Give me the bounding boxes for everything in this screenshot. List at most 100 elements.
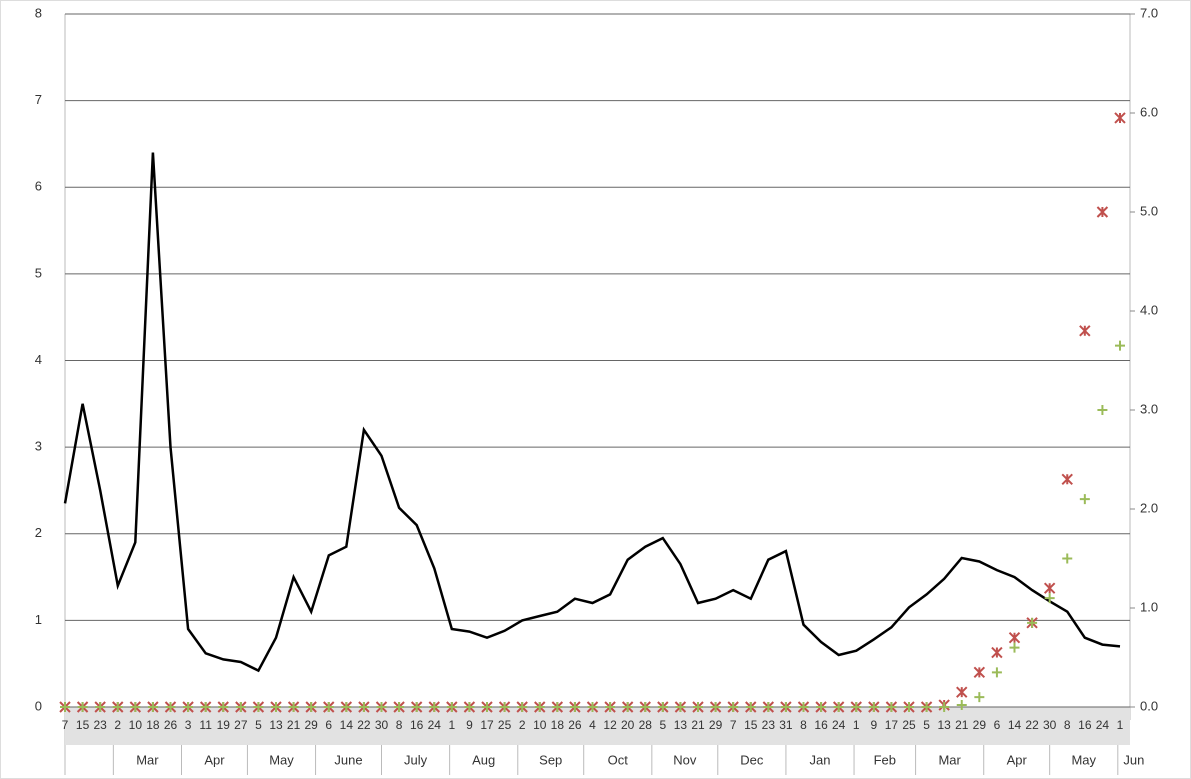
x-tick-label: 5 (659, 718, 666, 732)
month-label: Sep (539, 752, 562, 767)
plus-marker (1027, 617, 1038, 628)
month-label: June (334, 752, 362, 767)
x-tick-label: 18 (146, 718, 160, 732)
plus-marker (394, 702, 405, 712)
y-tick-label: 4 (35, 352, 42, 367)
y-tick-label: 1 (35, 612, 42, 627)
month-label: Mar (938, 752, 961, 767)
x-tick-label: 7 (62, 718, 69, 732)
y-tick-label: 5 (35, 265, 42, 280)
plus-marker (218, 702, 229, 712)
month-label: Oct (608, 752, 629, 767)
x-tick-label: 11 (199, 718, 212, 732)
plus-marker (921, 702, 932, 712)
plus-marker (605, 702, 616, 712)
day-band (65, 707, 1130, 745)
x-tick-label: 26 (164, 718, 178, 732)
y-tick-label: 3 (35, 439, 42, 454)
month-label: Apr (1007, 752, 1028, 767)
plus-marker (956, 700, 967, 711)
y2-tick-label: 5.0 (1140, 203, 1158, 218)
x-tick-label: 19 (217, 718, 231, 732)
asterisk-marker (1114, 112, 1126, 124)
plus-marker (939, 702, 950, 712)
plus-marker (517, 702, 528, 712)
plus-marker (675, 702, 686, 712)
x-tick-label: 15 (76, 718, 90, 732)
plus-marker (358, 702, 369, 712)
plus-marker (1009, 642, 1020, 653)
x-tick-label: 23 (93, 718, 107, 732)
x-tick-label: 21 (287, 718, 301, 732)
x-tick-label: 6 (325, 718, 332, 732)
plus-marker (1097, 405, 1108, 415)
x-tick-label: 6 (994, 718, 1001, 732)
x-tick-label: 22 (357, 718, 371, 732)
month-label: Jan (810, 752, 831, 767)
plus-marker (446, 702, 457, 712)
x-tick-label: 29 (973, 718, 987, 732)
x-tick-label: 13 (937, 718, 951, 732)
plus-marker (763, 702, 774, 712)
plus-marker (1062, 553, 1073, 564)
plus-marker (798, 702, 809, 712)
y-tick-label: 6 (35, 179, 42, 194)
plus-marker (253, 702, 264, 712)
x-tick-label: 31 (779, 718, 793, 732)
plus-marker (622, 702, 633, 712)
x-tick-label: 30 (375, 718, 389, 732)
x-tick-label: 25 (902, 718, 916, 732)
plus-marker (693, 702, 703, 712)
plus-marker (1044, 593, 1055, 604)
plus-marker (341, 702, 352, 712)
x-tick-label: 14 (1008, 718, 1022, 732)
plus-marker (1079, 494, 1090, 505)
x-tick-label: 5 (923, 718, 930, 732)
x-tick-label: 21 (955, 718, 969, 732)
x-tick-label: 2 (114, 718, 121, 732)
asterisk-marker (991, 646, 1003, 659)
month-label: Feb (874, 752, 896, 767)
plus-marker (974, 692, 985, 703)
y2-tick-label: 2.0 (1140, 500, 1158, 515)
plus-marker (464, 702, 475, 712)
x-tick-label: 22 (1025, 718, 1039, 732)
x-tick-label: 1 (853, 718, 860, 732)
plus-marker (147, 702, 158, 712)
x-tick-label: 28 (639, 718, 653, 732)
plus-marker (587, 702, 598, 712)
x-tick-label: 29 (709, 718, 723, 732)
plus-marker (95, 702, 106, 712)
x-tick-label: 9 (466, 718, 473, 732)
plus-marker (130, 702, 141, 712)
plus-marker (271, 702, 281, 712)
plus-marker (429, 702, 440, 712)
month-label: Dec (740, 752, 764, 767)
month-label: Mar (136, 752, 159, 767)
x-tick-label: 20 (621, 718, 635, 732)
x-tick-label: 16 (814, 718, 828, 732)
x-tick-label: 1 (1117, 718, 1124, 732)
plus-marker (77, 702, 88, 712)
x-tick-label: 8 (396, 718, 403, 732)
x-tick-label: 24 (428, 718, 442, 732)
x-tick-label: 3 (185, 718, 192, 732)
plus-marker (868, 702, 879, 712)
x-tick-label: 21 (691, 718, 705, 732)
y2-tick-label: 4.0 (1140, 302, 1158, 317)
plus-marker (235, 702, 246, 712)
plus-marker (323, 702, 334, 712)
x-tick-label: 10 (533, 718, 547, 732)
x-tick-label: 29 (304, 718, 318, 732)
plus-marker (200, 702, 211, 712)
plus-marker (534, 702, 545, 712)
plus-marker (728, 702, 739, 712)
x-tick-label: 18 (551, 718, 565, 732)
plus-marker (1115, 340, 1125, 351)
plus-marker (482, 702, 492, 712)
month-label: Jun (1123, 752, 1144, 767)
y-tick-label: 2 (35, 525, 42, 540)
x-tick-label: 4 (589, 718, 596, 732)
